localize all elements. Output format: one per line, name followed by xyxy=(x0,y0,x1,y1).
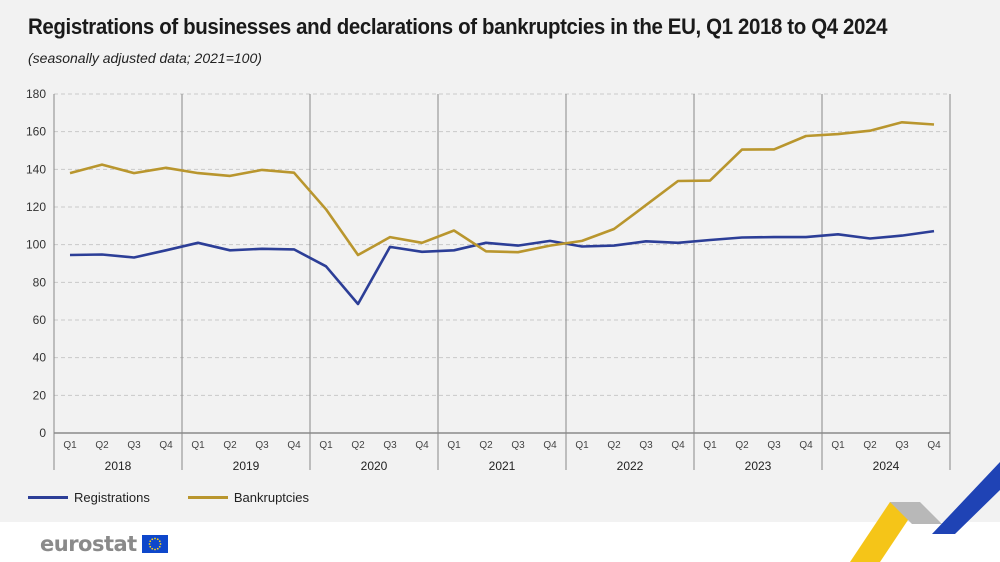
quarter-tick-label: Q1 xyxy=(831,440,845,451)
y-tick-label: 80 xyxy=(33,275,47,289)
quarter-tick-label: Q1 xyxy=(575,440,589,451)
y-tick-label: 100 xyxy=(26,238,46,252)
eurostat-logo: eurostat xyxy=(40,532,168,556)
y-tick-label: 180 xyxy=(26,87,46,101)
year-label: 2024 xyxy=(873,459,900,473)
y-tick-label: 60 xyxy=(33,313,47,327)
y-tick-label: 120 xyxy=(26,200,46,214)
quarter-tick-label: Q4 xyxy=(927,440,941,451)
quarter-tick-label: Q3 xyxy=(255,440,269,451)
quarter-tick-label: Q1 xyxy=(319,440,333,451)
year-label: 2020 xyxy=(361,459,388,473)
footer: eurostat xyxy=(0,522,1000,562)
year-label: 2022 xyxy=(617,459,644,473)
quarter-tick-label: Q2 xyxy=(863,440,877,451)
quarter-tick-label: Q3 xyxy=(511,440,525,451)
quarter-tick-label: Q4 xyxy=(159,440,173,451)
year-label: 2021 xyxy=(489,459,516,473)
quarter-tick-label: Q3 xyxy=(383,440,397,451)
quarter-tick-label: Q2 xyxy=(479,440,493,451)
legend-swatch-bankruptcies xyxy=(187,496,228,499)
quarter-tick-label: Q4 xyxy=(287,440,301,451)
series-line-bankruptcies xyxy=(69,121,935,257)
corner-decoration-icon xyxy=(850,462,1000,562)
legend: Registrations Bankruptcies xyxy=(28,490,347,505)
quarter-tick-label: Q4 xyxy=(415,440,429,451)
chart-title: Registrations of businesses and declarat… xyxy=(28,14,888,39)
quarter-tick-label: Q4 xyxy=(543,440,557,451)
quarter-tick-label: Q4 xyxy=(671,440,685,451)
quarter-tick-label: Q4 xyxy=(799,440,813,451)
quarter-tick-label: Q3 xyxy=(895,440,909,451)
quarter-tick-label: Q2 xyxy=(607,440,621,451)
quarter-tick-label: Q3 xyxy=(127,440,141,451)
year-label: 2023 xyxy=(745,459,772,473)
logo-text: eurostat xyxy=(40,532,137,556)
series-line-registrations xyxy=(69,229,935,306)
legend-swatch-registrations xyxy=(28,496,68,499)
quarter-tick-label: Q1 xyxy=(191,440,205,451)
legend-item-registrations: Registrations xyxy=(28,490,150,505)
quarter-tick-label: Q2 xyxy=(351,440,365,451)
quarter-tick-label: Q1 xyxy=(447,440,461,451)
y-tick-label: 20 xyxy=(33,388,47,402)
quarter-tick-label: Q2 xyxy=(735,440,749,451)
quarter-tick-label: Q2 xyxy=(95,440,109,451)
eu-flag-icon xyxy=(141,535,168,553)
quarter-tick-label: Q2 xyxy=(223,440,237,451)
year-label: 2018 xyxy=(105,459,132,473)
legend-label-registrations: Registrations xyxy=(74,490,150,505)
y-tick-label: 140 xyxy=(26,162,46,176)
y-tick-label: 0 xyxy=(39,426,46,440)
y-tick-label: 160 xyxy=(26,125,46,139)
quarter-tick-label: Q3 xyxy=(767,440,781,451)
quarter-tick-label: Q1 xyxy=(63,440,77,451)
y-tick-label: 40 xyxy=(33,351,47,365)
chart-subtitle: (seasonally adjusted data; 2021=100) xyxy=(28,50,262,66)
year-label: 2019 xyxy=(233,459,260,473)
quarter-tick-label: Q3 xyxy=(639,440,653,451)
legend-label-bankruptcies: Bankruptcies xyxy=(233,490,310,505)
quarter-tick-label: Q1 xyxy=(703,440,717,451)
legend-item-bankruptcies: Bankruptcies xyxy=(187,490,310,505)
